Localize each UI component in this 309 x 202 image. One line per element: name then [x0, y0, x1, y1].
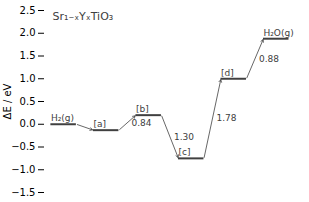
svg-text:2.0: 2.0 [20, 27, 36, 38]
svg-text:−1.5: −1.5 [11, 187, 35, 198]
svg-text:[b]: [b] [136, 104, 149, 114]
svg-text:0.5: 0.5 [20, 96, 36, 107]
svg-text:[a]: [a] [93, 119, 106, 129]
svg-text:−1.0: −1.0 [11, 164, 35, 175]
svg-text:Sr₁₋ₓYₓTiO₃: Sr₁₋ₓYₓTiO₃ [53, 10, 114, 23]
svg-text:2.5: 2.5 [20, 5, 36, 16]
svg-text:H₂O(g): H₂O(g) [263, 28, 293, 38]
svg-text:1.5: 1.5 [20, 50, 36, 61]
svg-text:1.0: 1.0 [20, 73, 36, 84]
svg-text:1.78: 1.78 [216, 113, 236, 123]
svg-text:0.84: 0.84 [131, 118, 151, 128]
svg-text:H₂(g): H₂(g) [51, 113, 74, 123]
svg-text:1.30: 1.30 [174, 132, 194, 142]
svg-text:−0.5: −0.5 [11, 141, 35, 152]
svg-text:0.88: 0.88 [259, 54, 279, 64]
svg-text:ΔE / eV: ΔE / eV [2, 83, 13, 119]
svg-text:[c]: [c] [178, 147, 190, 157]
svg-text:[d]: [d] [221, 68, 234, 78]
svg-text:0.0: 0.0 [20, 118, 36, 129]
